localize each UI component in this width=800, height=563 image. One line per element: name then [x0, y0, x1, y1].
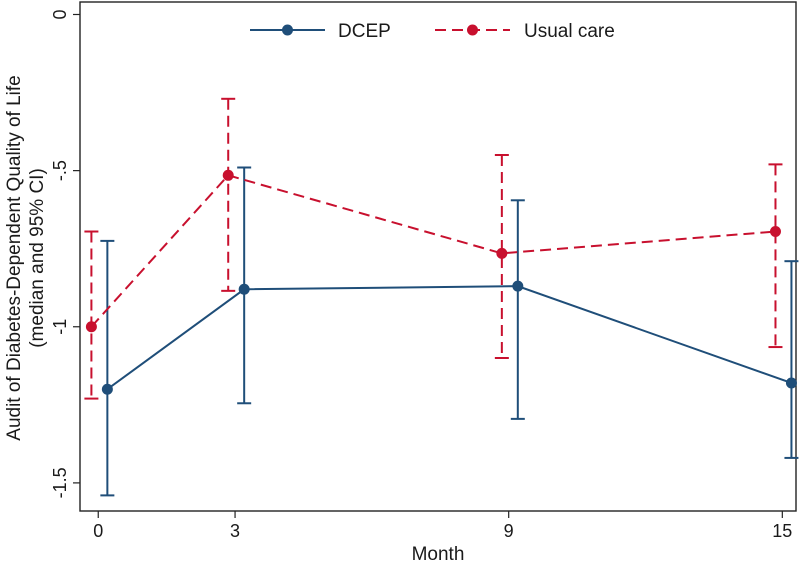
plot-frame [79, 1, 797, 512]
data-point [85, 321, 97, 333]
series-usual-care [84, 97, 783, 400]
legend-marker [282, 24, 293, 36]
data-point [238, 283, 250, 295]
y-tick-label: 0 [50, 9, 70, 19]
series-dcep [100, 166, 799, 497]
y-axis-title-line2: (median and 95% CI) [27, 168, 48, 348]
legend-label: DCEP [338, 21, 391, 42]
legend-item: Usual care [435, 21, 615, 42]
data-point [785, 377, 797, 389]
y-axis-title-line1: Audit of Diabetes-Dependent Quality of L… [4, 75, 25, 440]
series-line [106, 285, 792, 391]
series-line [90, 174, 776, 328]
y-tick-label: -1 [50, 319, 70, 335]
data-point [512, 280, 524, 292]
legend-item: DCEP [250, 21, 391, 42]
data-point [101, 383, 113, 395]
series-layer [84, 97, 799, 497]
y-axis: 0 -.5 -1 -1.5 [50, 9, 80, 498]
legend-marker [467, 24, 478, 36]
data-point [222, 169, 234, 181]
x-tick-label: 15 [772, 521, 792, 541]
x-axis-title: Month [412, 544, 465, 563]
data-point [496, 247, 508, 259]
y-tick-label: -.5 [50, 160, 70, 181]
x-tick-label: 0 [93, 521, 103, 541]
x-tick-label: 9 [504, 521, 514, 541]
legend: DCEP Usual care [250, 21, 615, 42]
x-axis: 0 3 9 15 [93, 511, 792, 541]
x-tick-label: 3 [230, 521, 240, 541]
legend-label: Usual care [524, 21, 615, 42]
y-tick-label: -1.5 [50, 467, 70, 498]
data-point [769, 226, 781, 238]
